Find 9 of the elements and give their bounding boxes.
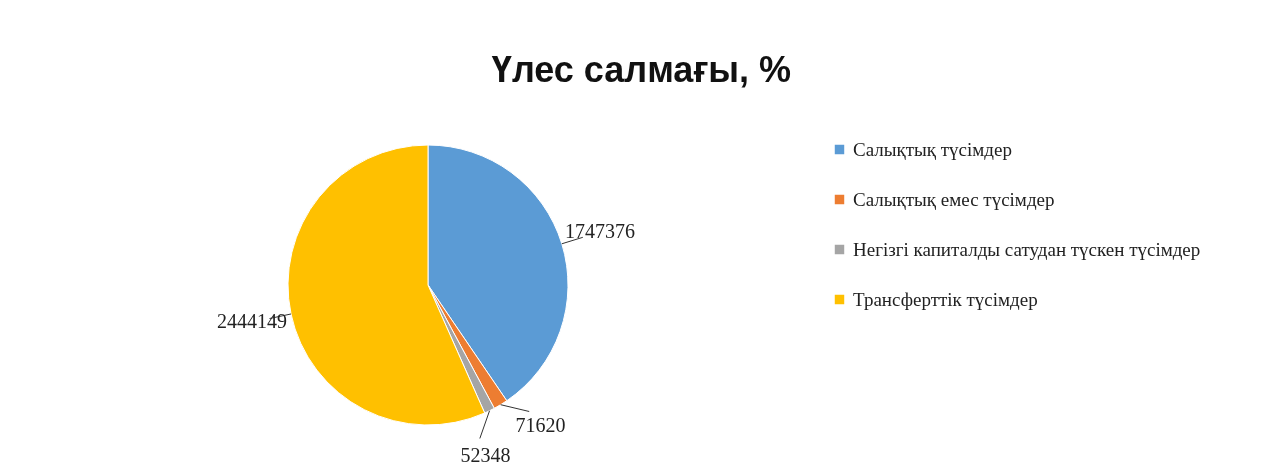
legend-label: Салықтық емес түсімдер [853, 188, 1055, 210]
legend-label: Негізгі капиталды сатудан түскен түсімдер [853, 238, 1201, 260]
data-label: 52348 [460, 443, 511, 466]
chart-title: Үлес салмағы, % [491, 49, 792, 90]
legend-label: Салықтық түсімдер [853, 138, 1012, 160]
data-label: 71620 [515, 413, 566, 436]
data-label: 1747376 [565, 220, 636, 243]
legend-label: Трансферттік түсімдер [853, 288, 1038, 310]
data-label: 2444149 [216, 310, 287, 333]
